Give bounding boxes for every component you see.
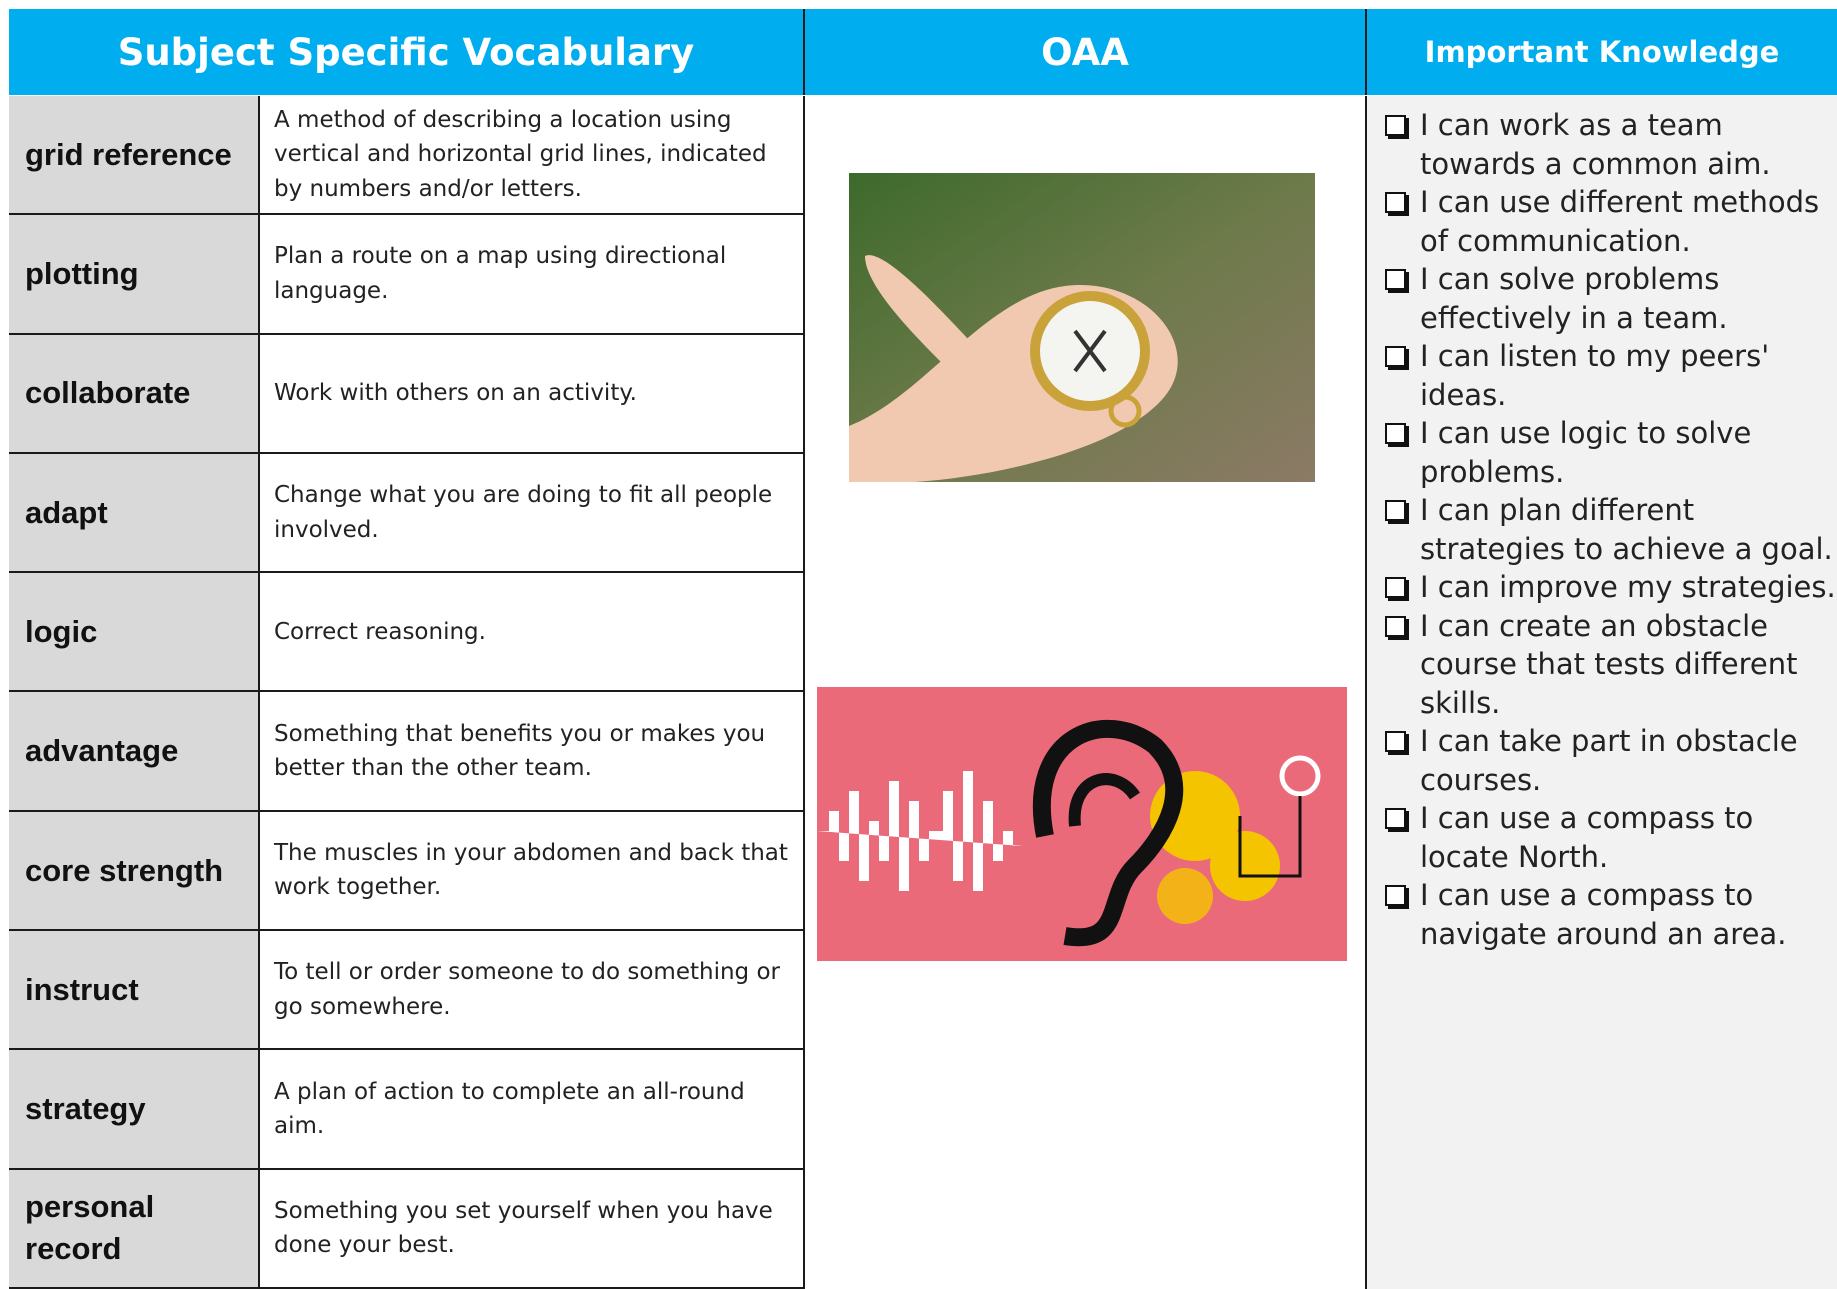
vocabulary-row: grid reference A method of describing a l…	[9, 96, 805, 216]
term: adapt	[9, 453, 260, 572]
definition: A plan of action to complete an all-roun…	[260, 1050, 805, 1168]
knowledge-header: Important Knowledge	[1367, 9, 1837, 95]
definition: Something that benefits you or makes you…	[260, 692, 805, 810]
knowledge-item: I can use different methods of communica…	[1385, 183, 1837, 260]
knowledge-item: I can listen to my peers' ideas.	[1385, 337, 1837, 414]
knowledge-item: I can solve problems effectively in a te…	[1385, 260, 1837, 337]
knowledge-item: I can improve my strategies.	[1385, 568, 1837, 607]
definition: Something you set yourself when you have…	[260, 1169, 805, 1287]
term: plotting	[9, 215, 260, 333]
image-column	[805, 96, 1367, 1289]
term: instruct	[9, 931, 260, 1049]
listening-graphic	[817, 687, 1347, 961]
compass-photo	[849, 173, 1315, 482]
term: grid reference	[9, 96, 260, 214]
knowledge-item: I can plan different strategies to achie…	[1385, 491, 1837, 568]
vocabulary-row: core strength The muscles in your abdomen…	[9, 811, 805, 932]
definition: Plan a route on a map using directional …	[260, 215, 805, 333]
definition: Change what you are doing to fit all peo…	[260, 453, 805, 572]
term: strategy	[9, 1050, 260, 1168]
vocabulary-row: strategy A plan of action to complete an …	[9, 1050, 805, 1170]
vocabulary-row: collaborate Work with others on an activi…	[9, 334, 805, 454]
knowledge-item: I can take part in obstacle courses.	[1385, 722, 1837, 799]
vocabulary-row: logic Correct reasoning.	[9, 573, 805, 693]
vocabulary-row: adapt Change what you are doing to fit al…	[9, 453, 805, 574]
vocabulary-row: instruct To tell or order someone to do s…	[9, 931, 805, 1051]
term: logic	[9, 573, 260, 691]
knowledge-item: I can use logic to solve problems.	[1385, 414, 1837, 491]
term: core strength	[9, 811, 260, 930]
knowledge-item: I can use a compass to navigate around a…	[1385, 876, 1837, 953]
vocabulary-table: grid reference A method of describing a l…	[9, 96, 805, 1289]
term: collaborate	[9, 334, 260, 452]
topic-header: OAA	[805, 9, 1367, 95]
knowledge-list: I can work as a team towards a common ai…	[1367, 96, 1837, 1289]
knowledge-item: I can use a compass to locate North.	[1385, 799, 1837, 876]
definition: Correct reasoning.	[260, 573, 805, 691]
vocabulary-row: advantage Something that benefits you or …	[9, 692, 805, 812]
illustrations	[817, 173, 1347, 961]
knowledge-item: I can work as a team towards a common ai…	[1385, 106, 1837, 183]
vocabulary-row: plotting Plan a route on a map using dire…	[9, 215, 805, 335]
definition: To tell or order someone to do something…	[260, 931, 805, 1049]
definition: Work with others on an activity.	[260, 334, 805, 452]
vocabulary-header: Subject Specific Vocabulary	[9, 9, 805, 95]
definition: The muscles in your abdomen and back tha…	[260, 811, 805, 930]
vocabulary-row: personal record Something you set yoursel…	[9, 1169, 805, 1289]
definition: A method of describing a location using …	[260, 96, 805, 214]
term: personal record	[9, 1169, 260, 1287]
knowledge-item: I can create an obstacle course that tes…	[1385, 607, 1837, 723]
term: advantage	[9, 692, 260, 810]
